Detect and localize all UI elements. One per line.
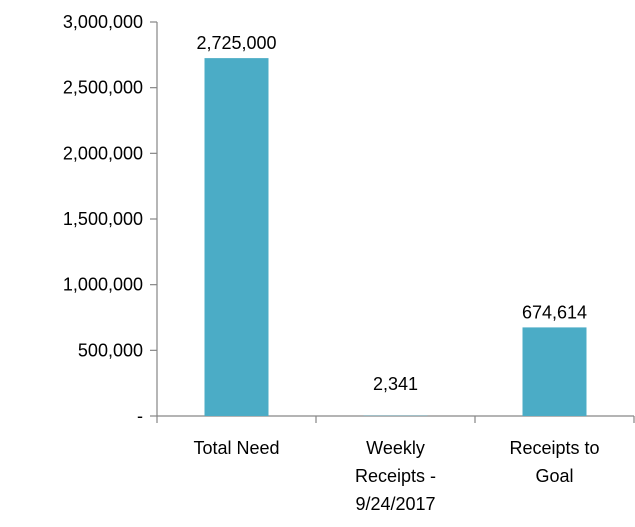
bar xyxy=(204,58,269,416)
y-tick-label: 500,000 xyxy=(78,340,143,360)
data-labels: 2,725,000 2,341 674,614 xyxy=(196,33,587,394)
bar-value-label: 2,725,000 xyxy=(196,33,276,53)
x-category-label: 9/24/2017 xyxy=(355,494,435,514)
y-tick-label: 1,500,000 xyxy=(63,209,143,229)
y-tick-label: 2,500,000 xyxy=(63,78,143,98)
x-category-label: Receipts - xyxy=(355,466,436,486)
y-tick-label: 3,000,000 xyxy=(63,12,143,32)
y-tick-label: 1,000,000 xyxy=(63,275,143,295)
x-category-label: Receipts to xyxy=(509,438,599,458)
y-axis: - 500,000 1,000,000 1,500,000 2,000,000 2,500… xyxy=(63,12,158,426)
bar xyxy=(522,327,587,416)
x-category-label: Weekly xyxy=(366,438,425,458)
x-category-label: Total Need xyxy=(193,438,279,458)
bar-value-label: 674,614 xyxy=(522,302,587,322)
y-tick-label: 2,000,000 xyxy=(63,143,143,163)
bars xyxy=(204,58,587,416)
y-tick-label: - xyxy=(137,406,143,426)
x-axis: Total Need Weekly Receipts - 9/24/2017 Recei… xyxy=(156,415,635,514)
bar-value-label: 2,341 xyxy=(373,374,418,394)
x-category-label: Goal xyxy=(535,466,573,486)
